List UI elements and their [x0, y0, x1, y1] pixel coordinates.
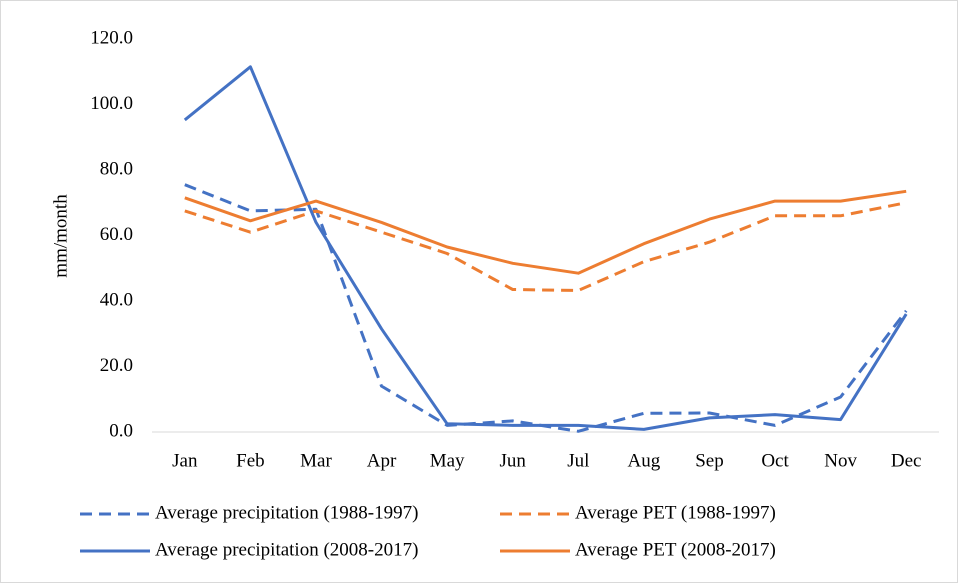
x-tick-label: Aug	[628, 450, 661, 471]
legend-label: Average precipitation (1988-1997)	[155, 502, 418, 523]
x-tick-label: Jun	[500, 450, 527, 471]
series-line	[183, 65, 908, 431]
x-tick-label: Nov	[824, 450, 857, 471]
x-tick-label: Dec	[891, 450, 922, 471]
y-tick-label: 60.0	[100, 224, 133, 245]
x-tick-label: Oct	[761, 450, 789, 471]
y-axis-label: mm/month	[50, 194, 71, 278]
x-tick-label: Jan	[172, 450, 198, 471]
x-tick-label: Mar	[300, 450, 332, 471]
x-tick-label: Feb	[236, 450, 265, 471]
x-tick-label: Apr	[367, 450, 397, 471]
y-tick-label: 100.0	[90, 93, 133, 114]
x-tick-label: Jul	[567, 450, 589, 471]
series-line	[184, 201, 907, 292]
legend-label: Average precipitation (2008-2017)	[155, 539, 418, 560]
y-tick-label: 20.0	[100, 355, 133, 376]
legend-label: Average PET (2008-2017)	[575, 539, 776, 560]
x-tick-label: Sep	[695, 450, 724, 471]
series-line	[184, 189, 907, 275]
y-tick-label: 120.0	[90, 27, 133, 48]
y-tick-label: 80.0	[100, 158, 133, 179]
x-tick-label: May	[430, 450, 465, 471]
y-tick-label: 40.0	[100, 289, 133, 310]
y-tick-label: 0.0	[109, 420, 133, 441]
legend-label: Average PET (1988-1997)	[575, 502, 776, 523]
